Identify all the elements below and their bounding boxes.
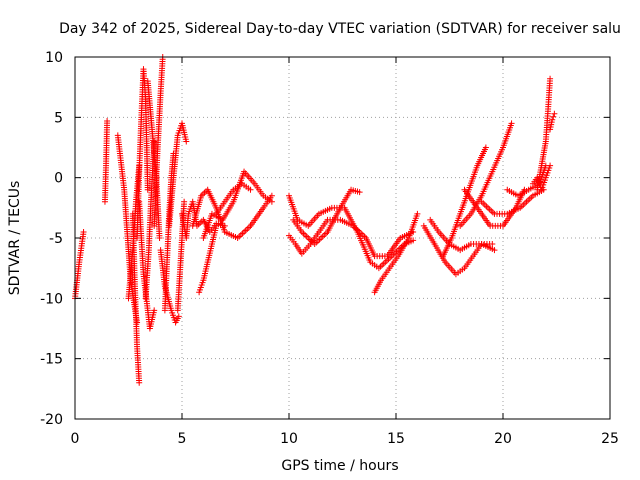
data-point xyxy=(491,247,498,254)
series-arc-23 xyxy=(371,210,421,296)
y-tick-label: -10 xyxy=(40,291,63,307)
data-point xyxy=(482,144,489,151)
y-tick-label: -20 xyxy=(40,412,63,428)
data-point xyxy=(550,113,557,120)
data-point xyxy=(549,116,556,123)
data-point xyxy=(551,110,558,117)
series-arc-11 xyxy=(157,247,182,326)
series-arc-10 xyxy=(151,54,166,229)
data-point xyxy=(247,186,254,193)
series-arc-19 xyxy=(213,180,254,217)
series-arc-32 xyxy=(534,75,554,193)
data-point xyxy=(508,120,515,127)
grid-lines xyxy=(75,57,610,419)
data-point xyxy=(80,228,87,235)
series-arc-33 xyxy=(547,110,558,133)
series-arc-05 xyxy=(129,210,143,386)
y-tick-label: 10 xyxy=(45,50,63,66)
series-arc-07 xyxy=(136,198,158,332)
series-arc-03 xyxy=(114,132,141,326)
series-arc-21 xyxy=(286,192,417,272)
chart-title: Day 342 of 2025, Sidereal Day-to-day VTE… xyxy=(59,21,621,37)
data-point xyxy=(156,235,163,241)
series-arc-01 xyxy=(72,228,87,302)
x-tick-label: 15 xyxy=(387,431,405,447)
series-arc-14 xyxy=(174,198,188,314)
x-tick-label: 10 xyxy=(280,431,298,447)
data-point xyxy=(144,186,151,193)
series-arc-28 xyxy=(461,186,528,229)
data-point xyxy=(414,210,421,217)
data-point xyxy=(410,237,417,244)
y-tick-label: 0 xyxy=(54,171,63,187)
data-point xyxy=(136,379,143,386)
axis-ticks: 0 5 10 15 20 25 10 5 0 -5 -10 -15 -20 xyxy=(40,50,619,447)
data-point xyxy=(151,307,158,314)
y-tick-label: -5 xyxy=(49,231,63,247)
data-point xyxy=(151,138,158,145)
x-axis-label: GPS time / hours xyxy=(281,458,398,474)
data-point xyxy=(356,189,363,196)
series-arc-25 xyxy=(427,216,498,254)
series-arc-13 xyxy=(166,120,190,229)
data-point xyxy=(183,138,190,145)
x-tick-label: 20 xyxy=(494,431,512,447)
data-point xyxy=(268,198,275,205)
data-points xyxy=(72,54,558,386)
y-axis-label: SDTVAR / TECUs xyxy=(7,181,23,296)
series-arc-06 xyxy=(134,66,151,241)
data-point xyxy=(175,313,182,320)
y-tick-label: 5 xyxy=(54,110,63,126)
data-point xyxy=(489,241,496,248)
data-point xyxy=(213,222,220,229)
x-tick-label: 0 xyxy=(71,431,80,447)
y-tick-label: -15 xyxy=(40,352,63,368)
data-point xyxy=(268,192,275,199)
data-point xyxy=(547,75,554,82)
series-arc-08 xyxy=(142,138,158,302)
data-point xyxy=(547,162,554,169)
x-tick-label: 25 xyxy=(601,431,619,447)
series-arc-22 xyxy=(290,186,363,248)
series-arc-29 xyxy=(478,186,547,217)
series-arc-18 xyxy=(196,222,220,296)
data-point xyxy=(181,198,188,205)
data-point xyxy=(104,117,111,124)
x-tick-label: 5 xyxy=(178,431,187,447)
series-arc-27 xyxy=(457,120,515,229)
series-arc-26 xyxy=(440,144,489,260)
series-arc-02 xyxy=(101,117,111,205)
